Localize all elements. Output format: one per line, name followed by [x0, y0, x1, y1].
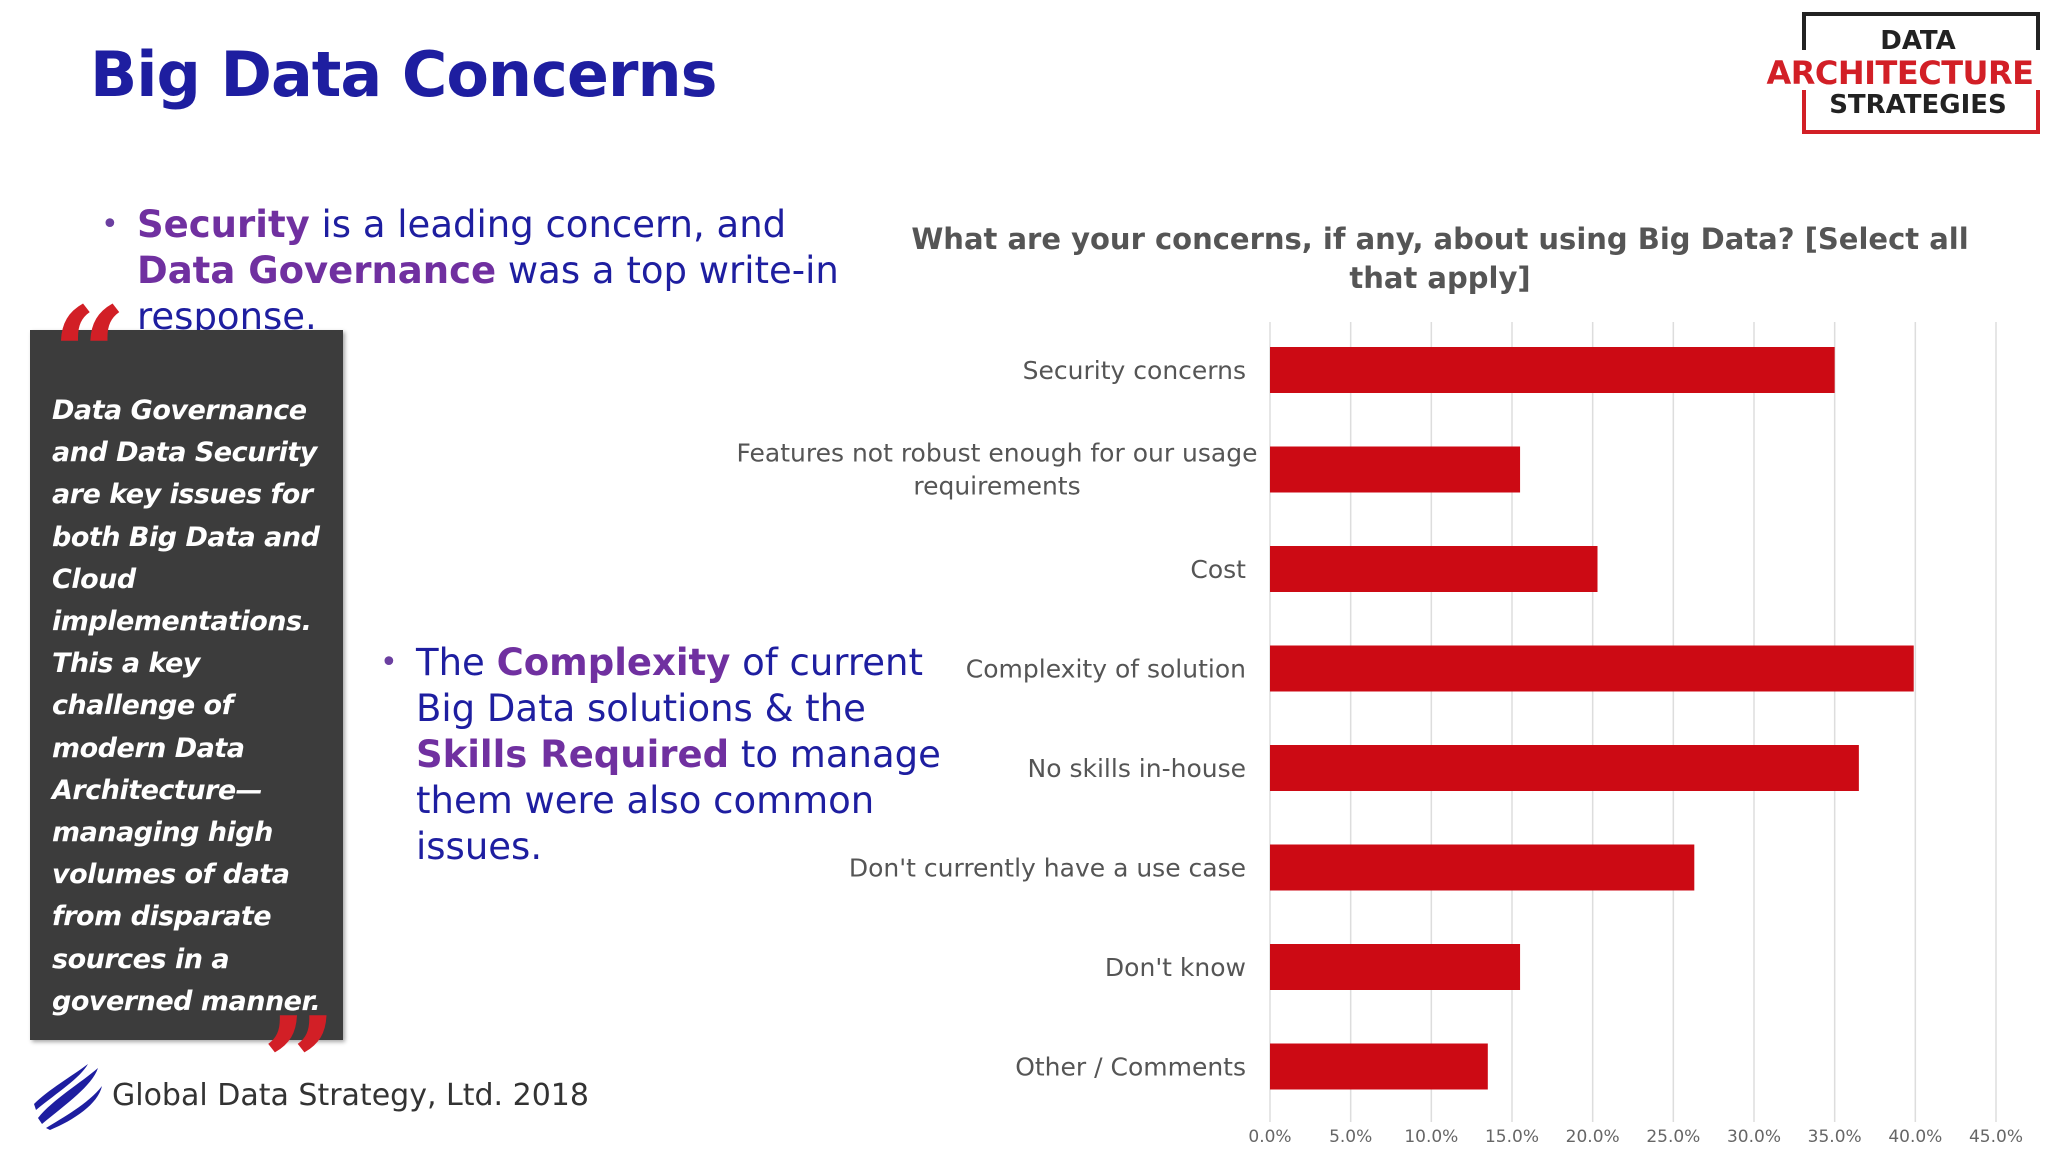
bar — [1270, 645, 1914, 692]
bar — [1270, 446, 1521, 493]
bar — [1270, 844, 1695, 891]
category-label: Cost — [1190, 555, 1246, 584]
chart-title: What are your concerns, if any, about us… — [911, 222, 1969, 295]
data-architecture-strategies-logo: DATA ARCHITECTURE STRATEGIES — [1760, 12, 2040, 136]
bullet-complexity: • The Complexity of current Big Data sol… — [380, 640, 976, 870]
bullet-text: to manage them were also common issues. — [416, 733, 941, 868]
logo-line-1: DATA — [1880, 26, 1956, 56]
highlight-security: Security — [137, 203, 310, 246]
bullet-dot-icon: • — [101, 207, 119, 242]
x-tick-label: 0.0% — [1248, 1127, 1291, 1147]
bar — [1270, 944, 1521, 990]
bullet-text: The — [416, 641, 497, 684]
category-label: Other / Comments — [1015, 1053, 1246, 1082]
category-label: Don't know — [1105, 953, 1246, 982]
quote-box: Data Governance and Data Security are ke… — [30, 330, 343, 1040]
category-label: Security concerns — [1023, 356, 1246, 385]
chart-category-labels: Security concerns Features not robust eno… — [737, 356, 1258, 1082]
open-quote-icon: “ — [52, 278, 127, 431]
x-tick-label: 15.0% — [1485, 1127, 1539, 1147]
close-quote-icon: ” — [262, 988, 337, 1141]
logo-bracket-bottom — [1802, 90, 2040, 134]
x-tick-label: 40.0% — [1888, 1127, 1942, 1147]
bar — [1270, 546, 1598, 592]
chart-x-tick-labels: 0.0% 5.0% 10.0% 15.0% 20.0% 25.0% 30.0% 35.0% 40… — [1248, 1127, 2023, 1147]
chart-bars — [1270, 347, 1914, 1090]
global-data-strategy-logo-icon — [34, 1064, 102, 1130]
bullet-text: of current Big Data solutions & the — [416, 641, 923, 730]
x-tick-label: 25.0% — [1646, 1127, 1700, 1147]
quote-text: Data Governance and Data Security are ke… — [52, 395, 321, 1017]
slide-title: Big Data Concerns — [90, 38, 717, 111]
highlight-data-governance: Data Governance — [137, 249, 497, 292]
x-tick-label: 10.0% — [1404, 1127, 1458, 1147]
bar — [1270, 1043, 1488, 1090]
logo-line-3: STRATEGIES — [1829, 90, 2007, 120]
category-label: Complexity of solution — [966, 655, 1246, 684]
x-tick-label: 35.0% — [1808, 1127, 1862, 1147]
x-tick-label: 45.0% — [1969, 1127, 2023, 1147]
bullet-dot-icon: • — [380, 645, 398, 680]
highlight-complexity: Complexity — [496, 641, 731, 684]
category-label: Don't currently have a use case — [849, 854, 1246, 883]
category-label: No skills in-house — [1028, 754, 1246, 783]
x-tick-label: 20.0% — [1566, 1127, 1620, 1147]
x-tick-label: 5.0% — [1329, 1127, 1372, 1147]
x-tick-label: 30.0% — [1727, 1127, 1781, 1147]
bar — [1270, 745, 1859, 791]
bar — [1270, 347, 1835, 393]
logo-bracket-top — [1802, 12, 2040, 50]
logo-line-2: ARCHITECTURE — [1766, 54, 2034, 92]
highlight-skills-required: Skills Required — [416, 733, 730, 776]
category-label: Features not robust enough for our usage… — [737, 439, 1258, 501]
footer-copyright: Global Data Strategy, Ltd. 2018 — [112, 1078, 589, 1113]
chart-gridlines — [1269, 322, 1997, 1122]
bullet-text: is a leading concern, and — [309, 203, 787, 246]
